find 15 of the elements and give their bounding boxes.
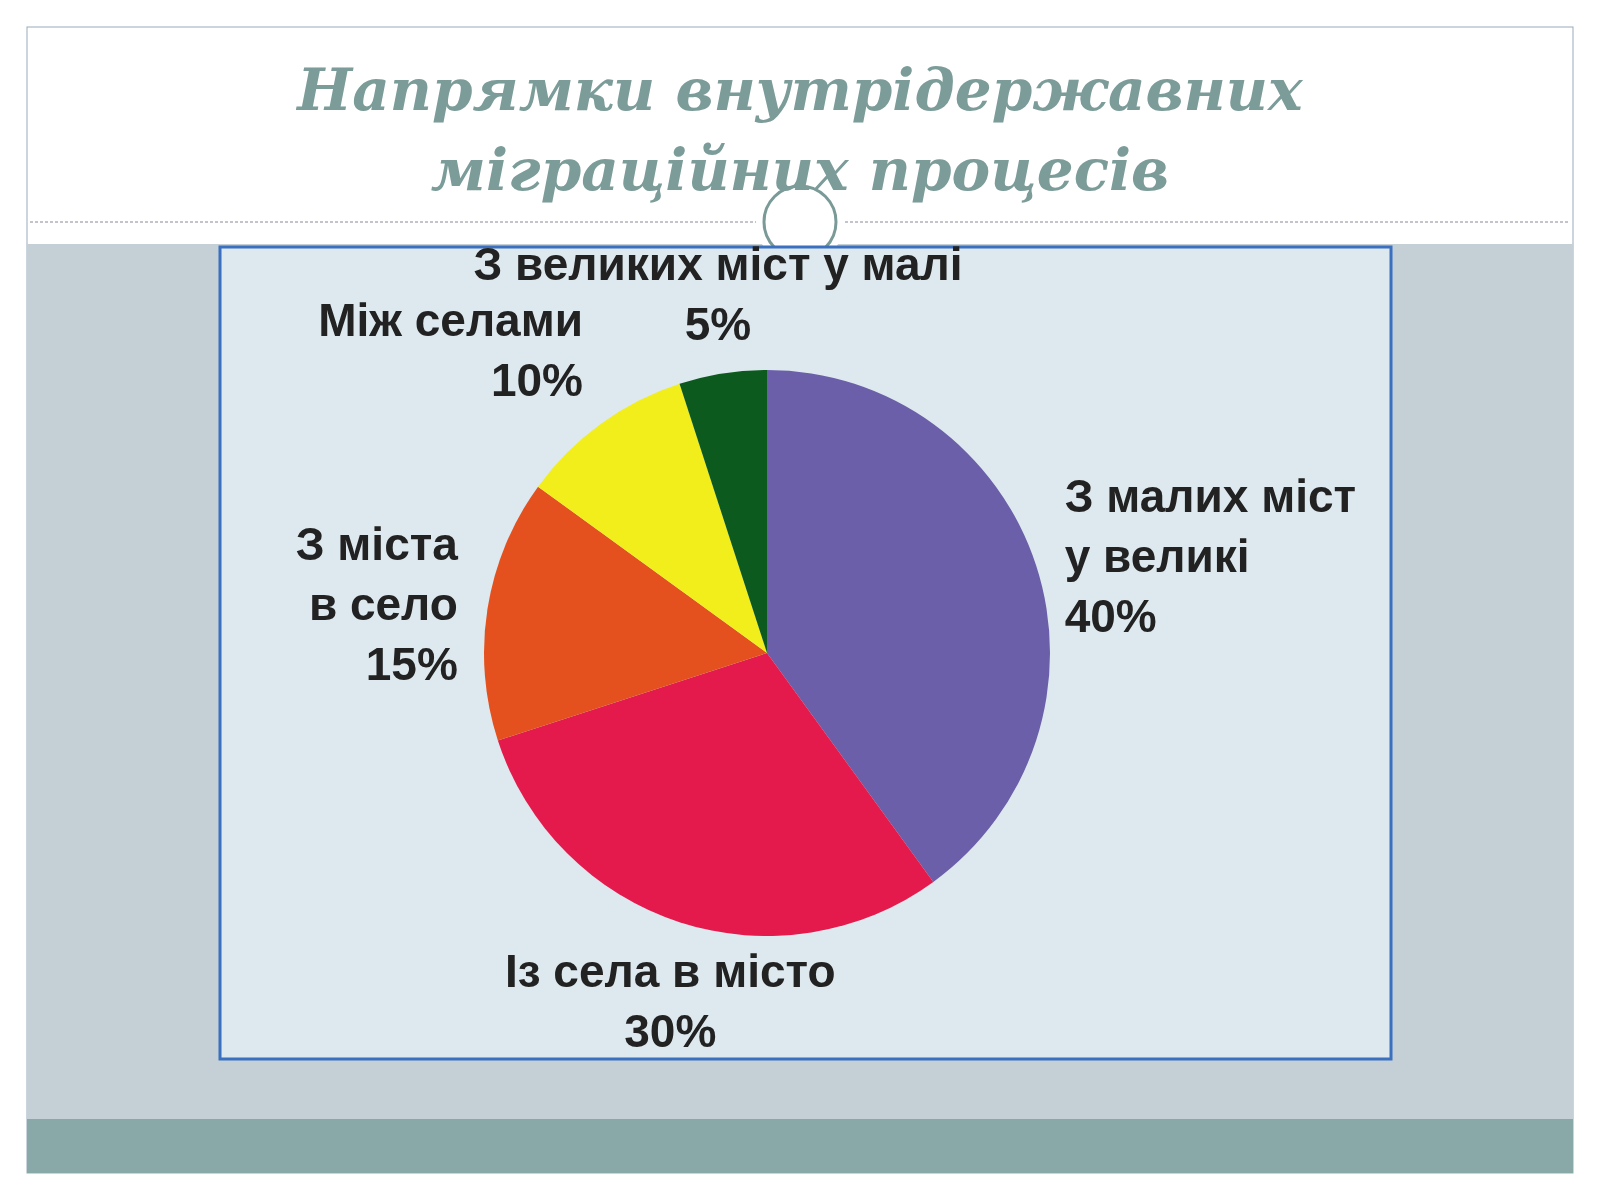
- slice-label: Із села в місто: [504, 944, 836, 997]
- slice-label: Між селами: [318, 293, 584, 346]
- pie-slice: [767, 370, 1050, 882]
- slice-label: З великих міст у малі: [473, 237, 963, 290]
- data-label: 30%: [624, 1004, 717, 1057]
- pie-slice: [484, 486, 767, 741]
- slice-label: З міста в село: [295, 518, 459, 631]
- pie-slice: [497, 653, 934, 936]
- data-label: 5%: [684, 297, 752, 350]
- data-label: 10%: [490, 353, 584, 406]
- chart-title: Напрямки внутрідержавних міграційних процесів: [295, 56, 1305, 204]
- data-label: 15%: [365, 638, 458, 691]
- slice-label: З малих міст у великі: [1064, 470, 1357, 583]
- data-label: 40%: [1064, 590, 1157, 643]
- pie-slice: [679, 370, 767, 653]
